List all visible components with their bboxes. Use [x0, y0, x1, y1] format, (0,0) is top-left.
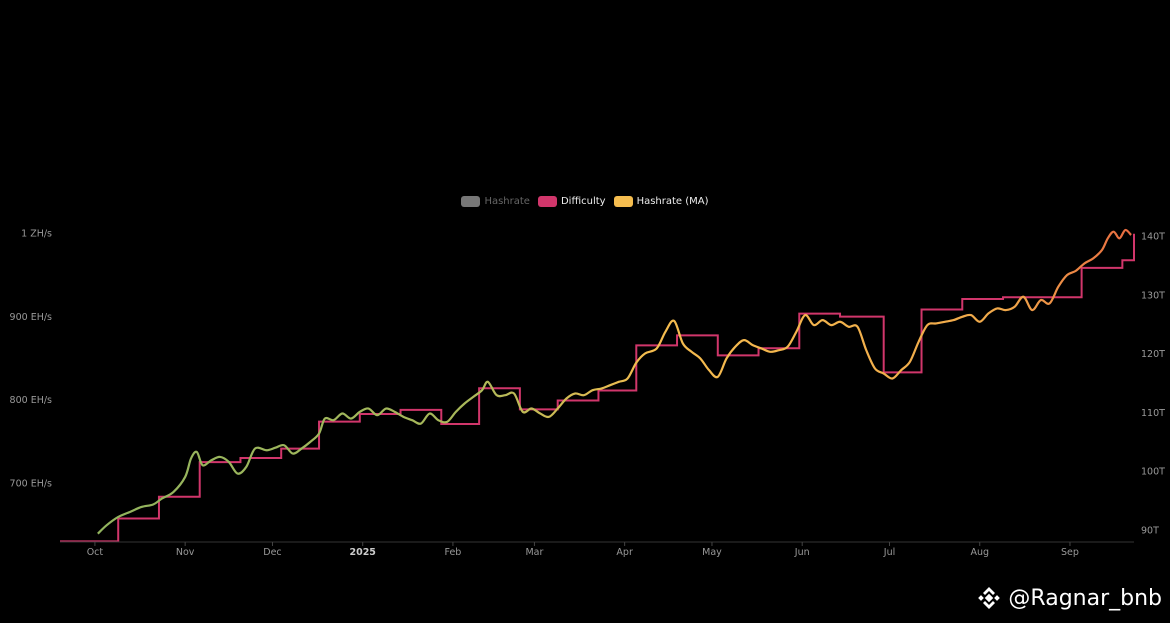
difficulty-series	[60, 233, 1135, 543]
right-y-tick-label: 90T	[1141, 525, 1159, 536]
legend-label-hashrate: Hashrate	[484, 196, 530, 207]
left-y-axis: 700 EH/s 800 EH/s 900 EH/s 1 ZH/s	[10, 228, 52, 489]
x-tick-label: Mar	[525, 547, 543, 558]
right-y-tick-label: 130T	[1141, 290, 1165, 301]
legend-label-hashrate-ma: Hashrate (MA)	[636, 196, 709, 207]
x-tick-label: Oct	[87, 547, 104, 558]
legend-swatch-hashrate	[461, 196, 481, 207]
hashrate-ma-line	[97, 228, 1132, 535]
left-y-tick-label: 1 ZH/s	[21, 228, 52, 239]
right-y-axis: 90T 100T 110T 120T 130T 140T	[1141, 232, 1165, 537]
hashrate-ma-series	[97, 228, 1132, 535]
x-tick-label: Dec	[263, 547, 281, 558]
right-y-tick-label: 140T	[1141, 232, 1165, 243]
legend-item-hashrate-ma[interactable]: Hashrate (MA)	[613, 196, 709, 207]
right-y-tick-label: 100T	[1141, 467, 1165, 478]
legend-swatch-hashrate-ma	[613, 196, 633, 207]
x-tick-label: Aug	[970, 547, 989, 558]
x-axis: Oct Nov Dec 2025 Feb Mar Apr May Jun Jul Aug Sep	[87, 542, 1079, 558]
right-y-tick-label: 110T	[1141, 408, 1165, 419]
legend-label-difficulty: Difficulty	[560, 196, 606, 207]
difficulty-line	[60, 233, 1135, 543]
author-watermark: @Ragnar_bnb	[976, 585, 1162, 611]
legend-item-difficulty[interactable]: Difficulty	[537, 196, 606, 207]
x-tick-label: Jul	[883, 547, 895, 558]
legend-item-hashrate[interactable]: Hashrate	[461, 196, 530, 207]
x-tick-label: May	[702, 547, 722, 558]
x-tick-label: Jun	[794, 547, 810, 558]
chart-legend: Hashrate Difficulty Hashrate (MA)	[0, 196, 1170, 207]
legend-swatch-difficulty	[537, 196, 557, 207]
x-tick-label: Feb	[445, 547, 462, 558]
left-y-tick-label: 900 EH/s	[10, 312, 52, 323]
x-tick-label: 2025	[349, 547, 375, 558]
x-tick-label: Sep	[1061, 547, 1079, 558]
x-tick-label: Apr	[616, 547, 633, 558]
binance-logo-icon	[978, 587, 1001, 609]
left-y-tick-label: 800 EH/s	[10, 395, 52, 406]
x-tick-label: Nov	[176, 547, 195, 558]
watermark-text: @Ragnar_bnb	[1008, 585, 1162, 611]
right-y-tick-label: 120T	[1141, 349, 1165, 360]
left-y-tick-label: 700 EH/s	[10, 479, 52, 490]
